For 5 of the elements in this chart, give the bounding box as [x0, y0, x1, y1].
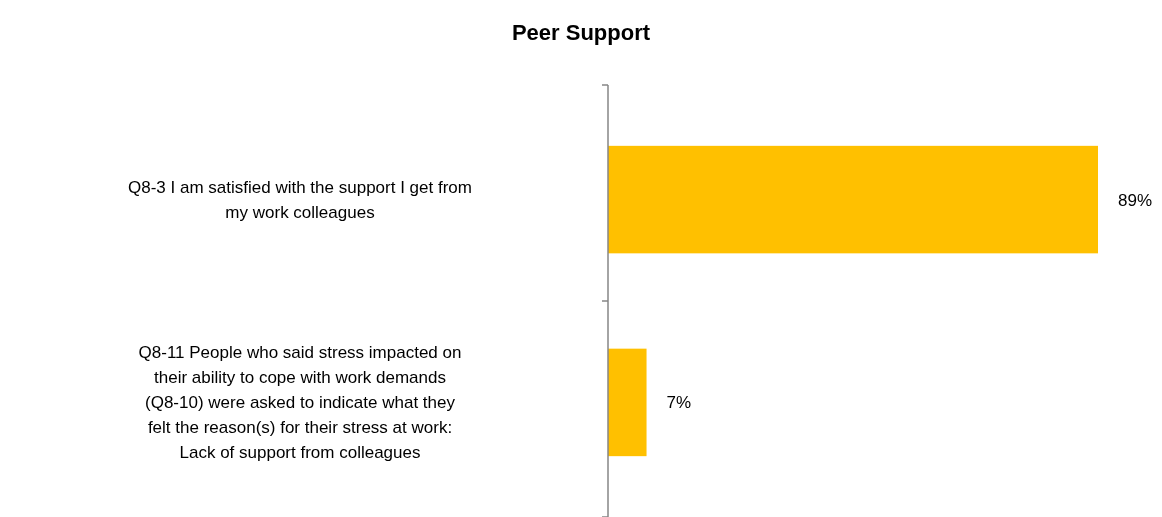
data-label: 89% [1118, 190, 1153, 210]
chart-title: Peer Support [511, 20, 651, 45]
data-label: 7% [666, 393, 692, 413]
y-tick-label: Q8-11 People who said stress impacted on their ability to cope with work demands (Q8-10) were asked to indicate what they felt the reason(s) for their stress at work: Lack of support from colleagues [138, 343, 462, 463]
y-tick-label: Q8-3 I am satisfied with the support I get from my work colleagues [128, 178, 472, 223]
